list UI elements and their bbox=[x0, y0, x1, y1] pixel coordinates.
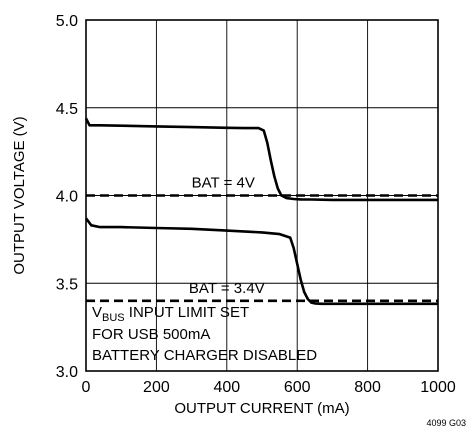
y-tick-label: 4.5 bbox=[56, 101, 78, 118]
x-tick-label: 200 bbox=[143, 379, 170, 396]
x-tick-label: 0 bbox=[82, 379, 91, 396]
note-line-1-rest: INPUT LIMIT SET bbox=[125, 304, 249, 321]
note-v: V bbox=[92, 304, 102, 321]
series-layer bbox=[84, 117, 438, 306]
y-tick-label: 3.0 bbox=[56, 364, 78, 381]
note-sub-bus: BUS bbox=[102, 312, 125, 324]
y-axis-label: OUTPUT VOLTAGE (V) bbox=[11, 116, 28, 274]
annotation-2: BAT = 3.4V bbox=[189, 280, 265, 297]
series-line-1 bbox=[84, 117, 438, 202]
figure-code: 4099 G03 bbox=[426, 418, 466, 428]
x-tick-label: 800 bbox=[354, 379, 381, 396]
note-line-3: BATTERY CHARGER DISABLED bbox=[92, 347, 317, 364]
plot-frame bbox=[85, 19, 439, 372]
x-tick-label: 400 bbox=[213, 379, 240, 396]
note-line-1: VBUS INPUT LIMIT SET bbox=[92, 304, 249, 324]
tick-labels: 0 200 400 600 800 1000 3.0 3.5 4.0 4.5 5.0 bbox=[56, 13, 456, 396]
y-tick-label: 3.5 bbox=[56, 276, 78, 293]
x-tick-label: 600 bbox=[284, 379, 311, 396]
series-line-2 bbox=[84, 217, 438, 306]
annotations: BAT = 4V BAT = 3.4V bbox=[189, 175, 265, 297]
x-tick-label: 1000 bbox=[420, 379, 456, 396]
y-tick-label: 5.0 bbox=[56, 13, 78, 30]
y-tick-label: 4.0 bbox=[56, 189, 78, 206]
note-line-2: FOR USB 500mA bbox=[92, 326, 210, 343]
x-axis-label: OUTPUT CURRENT (mA) bbox=[174, 400, 349, 417]
annotation-1: BAT = 4V bbox=[192, 175, 255, 192]
